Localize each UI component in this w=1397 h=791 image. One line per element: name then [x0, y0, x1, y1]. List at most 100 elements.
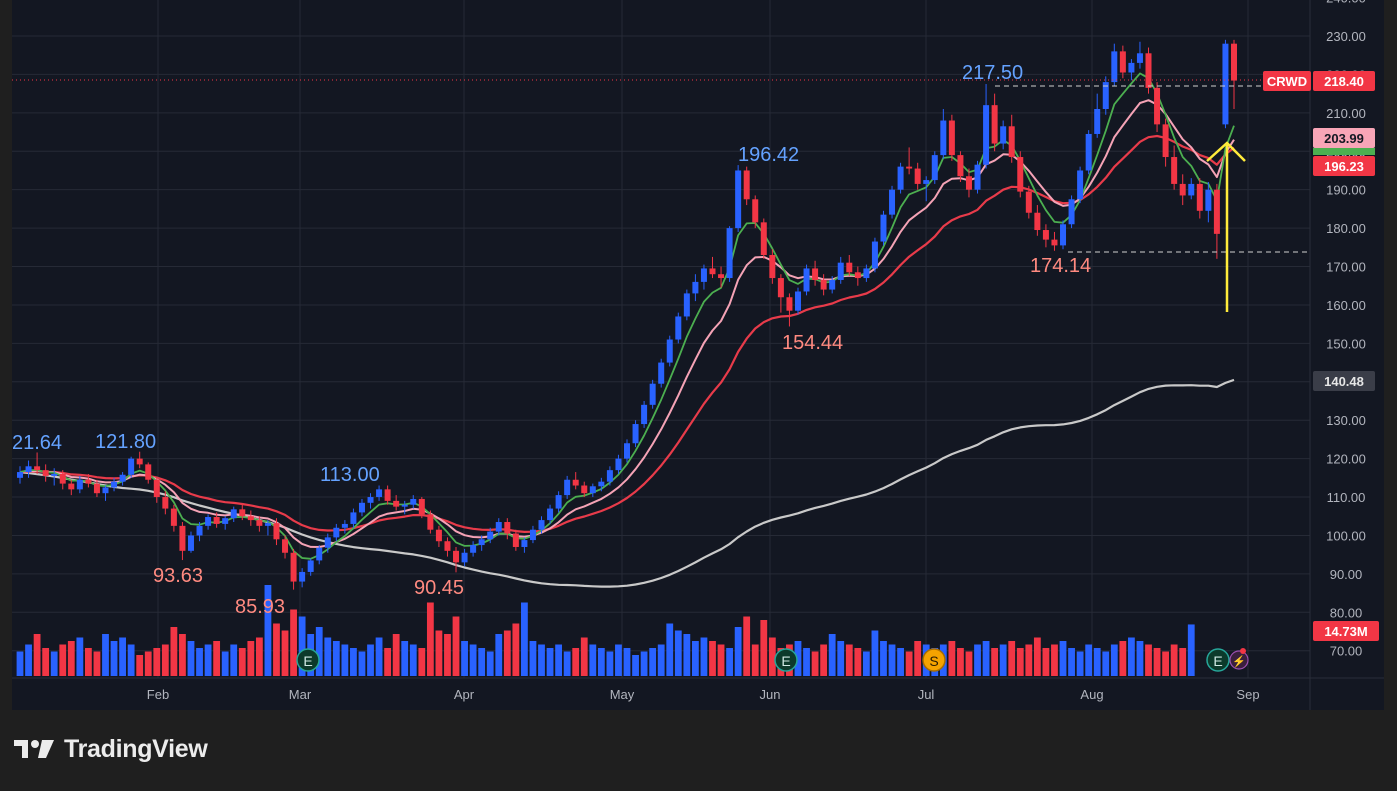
candle — [1196, 178, 1203, 219]
candle-body — [247, 516, 254, 521]
volume-bar — [905, 651, 913, 676]
candle-body — [709, 268, 716, 275]
volume-bar — [589, 644, 597, 676]
candle — [1188, 178, 1195, 200]
y-tick-label: 240.00 — [1326, 0, 1366, 6]
candle-body — [478, 539, 485, 546]
candle-body — [683, 293, 690, 317]
candle — [487, 527, 494, 544]
candle-body — [1128, 62, 1135, 73]
tradingview-logo[interactable]: TradingView — [14, 733, 208, 765]
earnings-marker[interactable]: E — [1206, 648, 1230, 672]
candle-body — [675, 316, 682, 340]
candle-body — [376, 489, 383, 498]
volume-bar — [59, 644, 67, 676]
volume-bar — [478, 648, 486, 676]
candle — [974, 160, 981, 194]
volume-bar — [820, 644, 828, 676]
candle-body — [213, 517, 220, 524]
earnings-marker[interactable]: E — [296, 648, 320, 672]
candle — [76, 475, 83, 494]
candle-body — [170, 508, 177, 526]
candle — [538, 516, 545, 534]
candle — [230, 506, 237, 523]
volume-bar — [392, 634, 400, 676]
volume-bar — [965, 651, 973, 676]
ema-medium-line — [19, 99, 1235, 548]
candle — [85, 473, 92, 488]
volume-bar — [33, 634, 41, 676]
candle — [1145, 47, 1152, 94]
candle — [1179, 174, 1186, 206]
candle — [803, 264, 810, 296]
candle — [205, 514, 212, 530]
candle-body — [1085, 133, 1092, 171]
candle-body — [384, 489, 391, 501]
candle — [453, 546, 460, 573]
candle-body — [581, 485, 588, 494]
earnings-marker[interactable]: E — [774, 648, 798, 672]
candle-body — [17, 472, 23, 478]
earnings-upcoming-marker[interactable]: ⚡ — [1229, 648, 1249, 670]
volume-bar — [503, 630, 511, 676]
candle-body — [974, 164, 981, 190]
volume-bar — [640, 651, 648, 676]
candle-body — [692, 281, 699, 294]
candle — [940, 108, 947, 159]
candle-body — [769, 254, 776, 279]
split-marker[interactable]: S — [922, 648, 946, 672]
candle-body — [700, 268, 707, 282]
svg-text:CRWD: CRWD — [1267, 74, 1307, 89]
volume-bar — [760, 620, 768, 676]
candle — [735, 165, 742, 232]
candle — [692, 274, 699, 302]
candle-body — [521, 540, 528, 547]
candle — [376, 485, 383, 501]
volume-bar — [486, 651, 494, 676]
candle-body — [803, 268, 810, 292]
ema-fast-badge — [1313, 148, 1375, 155]
candle — [1042, 224, 1049, 248]
y-tick-label: 130.00 — [1326, 413, 1366, 428]
candle — [1111, 43, 1118, 86]
y-tick-label: 100.00 — [1326, 528, 1366, 543]
candle-body — [162, 497, 169, 509]
volume-bar — [563, 651, 571, 676]
candle — [341, 520, 348, 534]
candle-body — [812, 268, 819, 280]
volume-bars — [16, 585, 1195, 676]
volume-bar — [76, 637, 84, 676]
candle-body — [34, 466, 41, 471]
volume-bar — [1153, 648, 1161, 676]
svg-text:E: E — [303, 653, 312, 669]
candle-body — [410, 498, 417, 505]
volume-bar — [1170, 644, 1178, 676]
candle — [555, 491, 562, 513]
candle — [1025, 185, 1032, 219]
candle-body — [1094, 108, 1101, 134]
candle-body — [1188, 183, 1195, 196]
volume-bar — [837, 641, 845, 676]
candle — [581, 481, 588, 498]
candle-body — [316, 547, 323, 561]
annotation-high-jan: 21.64 — [12, 432, 62, 454]
candle-body — [282, 539, 289, 553]
candle-body — [538, 520, 545, 530]
candle-body — [1205, 189, 1212, 211]
candle — [461, 548, 468, 567]
candle — [299, 568, 306, 588]
volume-bar — [1102, 651, 1110, 676]
candle — [589, 483, 596, 498]
candle-body — [897, 166, 904, 190]
candle — [1017, 151, 1024, 198]
candle-body — [290, 552, 297, 582]
volume-bar — [683, 634, 691, 676]
candle — [923, 176, 930, 202]
volume-bar — [580, 637, 588, 676]
annotation-low-feb: 93.63 — [153, 565, 203, 587]
x-tick-mar: Mar — [289, 687, 312, 702]
volume-bar — [991, 648, 999, 676]
candle-body — [187, 535, 194, 551]
annotation-high-jun: 196.42 — [738, 144, 799, 166]
